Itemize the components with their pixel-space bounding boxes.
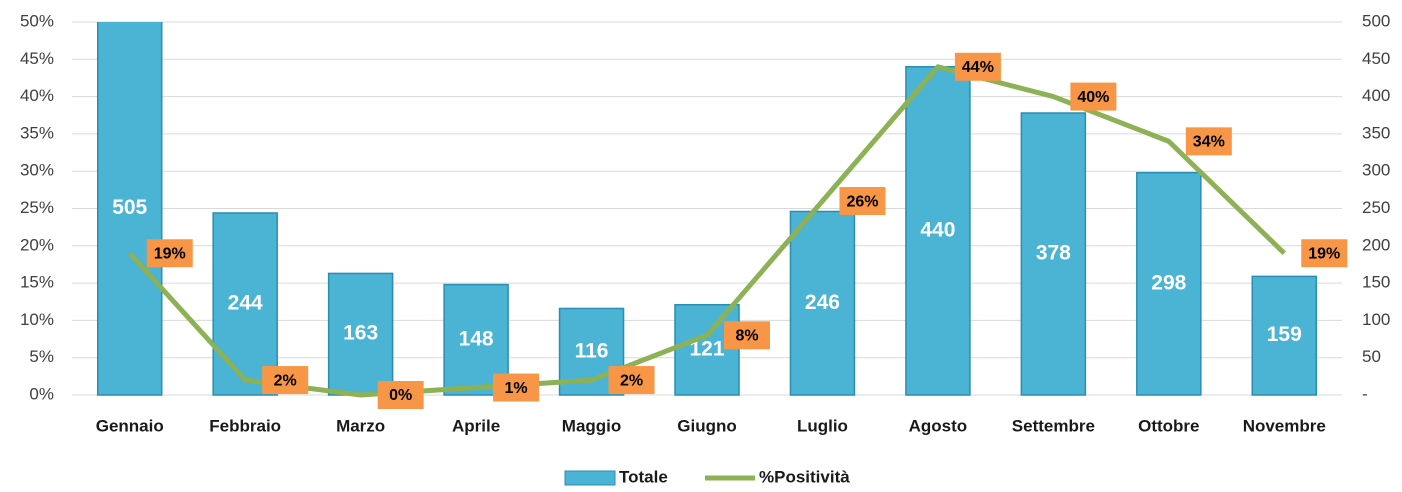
bar [327,272,394,396]
bar-label: 159 [1267,323,1302,346]
data-label-box [262,366,309,395]
bar-label: 298 [1151,271,1186,294]
y2-tick-label: 250 [1362,198,1390,217]
data-label-box [724,321,770,350]
y2-tick-label: 350 [1362,123,1390,142]
x-tick-label: Agosto [909,416,968,435]
data-label: 2% [274,372,297,389]
data-label: 34% [1193,134,1225,151]
data-label-box [608,366,655,395]
data-label: 0% [389,387,412,404]
data-label: 2% [620,372,643,389]
x-tick-label: Novembre [1243,416,1326,435]
bar [212,212,278,396]
x-tick-label: Settembre [1012,416,1095,435]
x-tick-label: Giugno [677,416,736,435]
bar-label: 244 [228,292,263,315]
line [127,64,1287,398]
data-label-box [1301,239,1348,268]
bar [96,22,163,396]
x-tick-label: Gennaio [96,416,164,435]
y2-tick-label: 150 [1362,273,1390,292]
bar-label: 440 [920,218,955,241]
bar-label: 148 [459,327,494,350]
data-label: 40% [1077,89,1109,106]
data-label-box [377,381,424,409]
y-tick-label: 10% [20,310,54,329]
y-tick-label: 15% [20,273,54,292]
x-tick-label: Aprile [452,416,500,435]
legend-label: %Positività [759,467,850,486]
data-label: 1% [505,380,528,397]
y2-tick-label: 50 [1362,347,1381,366]
overlay: 0% 5% 10% 15% 20% 25% 30% 35% 40% 45% 50% - 50 100 150… [20,11,1390,486]
y-tick-label: 25% [20,198,54,217]
data-label: 8% [735,328,758,345]
y2-tick-label: - [1362,384,1368,403]
y2-tick-label: 450 [1362,49,1390,68]
bar [789,210,856,396]
legend-swatch [564,470,616,486]
y-tick-label: 20% [20,235,54,254]
y-tick-label: 5% [29,347,54,366]
y2-tick-label: 100 [1362,310,1390,329]
y-tick-label: 0% [29,384,54,403]
y-tick-label: 45% [20,49,54,68]
y-tick-label: 40% [20,86,54,105]
y2-tick-label: 300 [1362,161,1390,180]
bar [1251,275,1318,396]
bars [96,22,1318,396]
x-tick-label: Luglio [797,416,848,435]
data-label-box [493,373,540,402]
data-label: 19% [1308,245,1340,262]
y2-tick-label: 400 [1362,86,1390,105]
data-label-box [1185,127,1232,156]
y2-tick-label: 200 [1362,235,1390,254]
data-label-box [954,52,1001,81]
bar [1020,112,1087,396]
data-label-box [146,239,193,268]
bar-label: 116 [575,339,609,362]
y2-tick-label: 500 [1362,11,1390,30]
x-tick-label: Marzo [336,416,385,435]
legend-label: Totale [619,467,668,486]
bar-label: 505 [112,196,147,219]
bar-label: 378 [1036,242,1071,265]
data-label-box [839,187,886,216]
x-tick-label: Maggio [562,416,622,435]
bar [674,303,740,396]
x-tick-label: Febbraio [209,416,281,435]
data-label: 26% [846,193,878,210]
bar-label: 121 [689,337,724,360]
y-tick-label: 50% [20,11,54,30]
grid [72,21,1342,396]
x-tick-label: Ottobre [1138,416,1199,435]
y-tick-label: 35% [20,123,54,142]
bar [1136,171,1202,396]
bar-label: 246 [805,291,840,314]
data-label: 19% [154,245,186,262]
data-label-box [1070,82,1117,111]
bar-label: 163 [343,322,378,345]
data-label: 44% [962,59,994,76]
y-tick-label: 30% [20,161,54,180]
